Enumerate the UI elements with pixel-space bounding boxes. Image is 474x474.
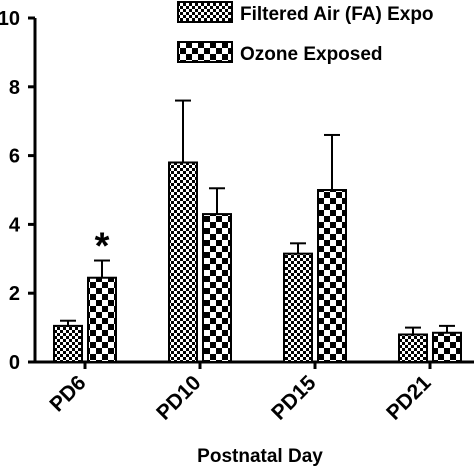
error-bars: [60, 99, 455, 335]
annotations: *: [95, 226, 110, 268]
legend-label-filtered-air: Filtered Air (FA) Expo: [240, 4, 434, 25]
y-tick-label: 2: [9, 283, 20, 305]
bar-ozone-pd21: [432, 331, 462, 364]
y-tick-label: 10: [0, 8, 20, 30]
x-tick-label: PD15: [267, 371, 321, 425]
legend-label-ozone: Ozone Exposed: [240, 44, 383, 65]
bar-filtered-air-pd15: [283, 252, 313, 363]
x-tick-label: PD6: [45, 371, 90, 416]
y-tick-label: 6: [9, 146, 20, 168]
legend-swatch-filtered-air: [177, 1, 233, 23]
legend: Filtered Air (FA) Expo Ozone Exposed: [177, 1, 434, 65]
bar-filtered-air-pd10: [168, 161, 198, 363]
bar-filtered-air-pd21: [398, 333, 428, 364]
y-tick-label: 4: [9, 214, 21, 236]
y-tick-label: 0: [9, 352, 20, 374]
bar-ozone-pd6: [87, 276, 117, 363]
significance-asterisk: *: [95, 226, 110, 268]
x-tick-label: PD21: [382, 371, 436, 425]
bar-filtered-air-pd6: [53, 324, 83, 364]
bar-ozone-pd15: [317, 189, 347, 363]
x-axis-ticks: PD6PD10PD15PD21PD2: [45, 362, 436, 425]
y-tick-label: 8: [9, 77, 20, 99]
x-axis-label: Postnatal Day: [197, 446, 323, 467]
legend-swatch-ozone: [177, 41, 233, 63]
y-axis-ticks: 0 2 4 6 8 10: [0, 8, 35, 374]
bar-series: [53, 161, 462, 364]
bar-ozone-pd10: [202, 213, 232, 363]
x-tick-label: PD10: [152, 371, 205, 424]
